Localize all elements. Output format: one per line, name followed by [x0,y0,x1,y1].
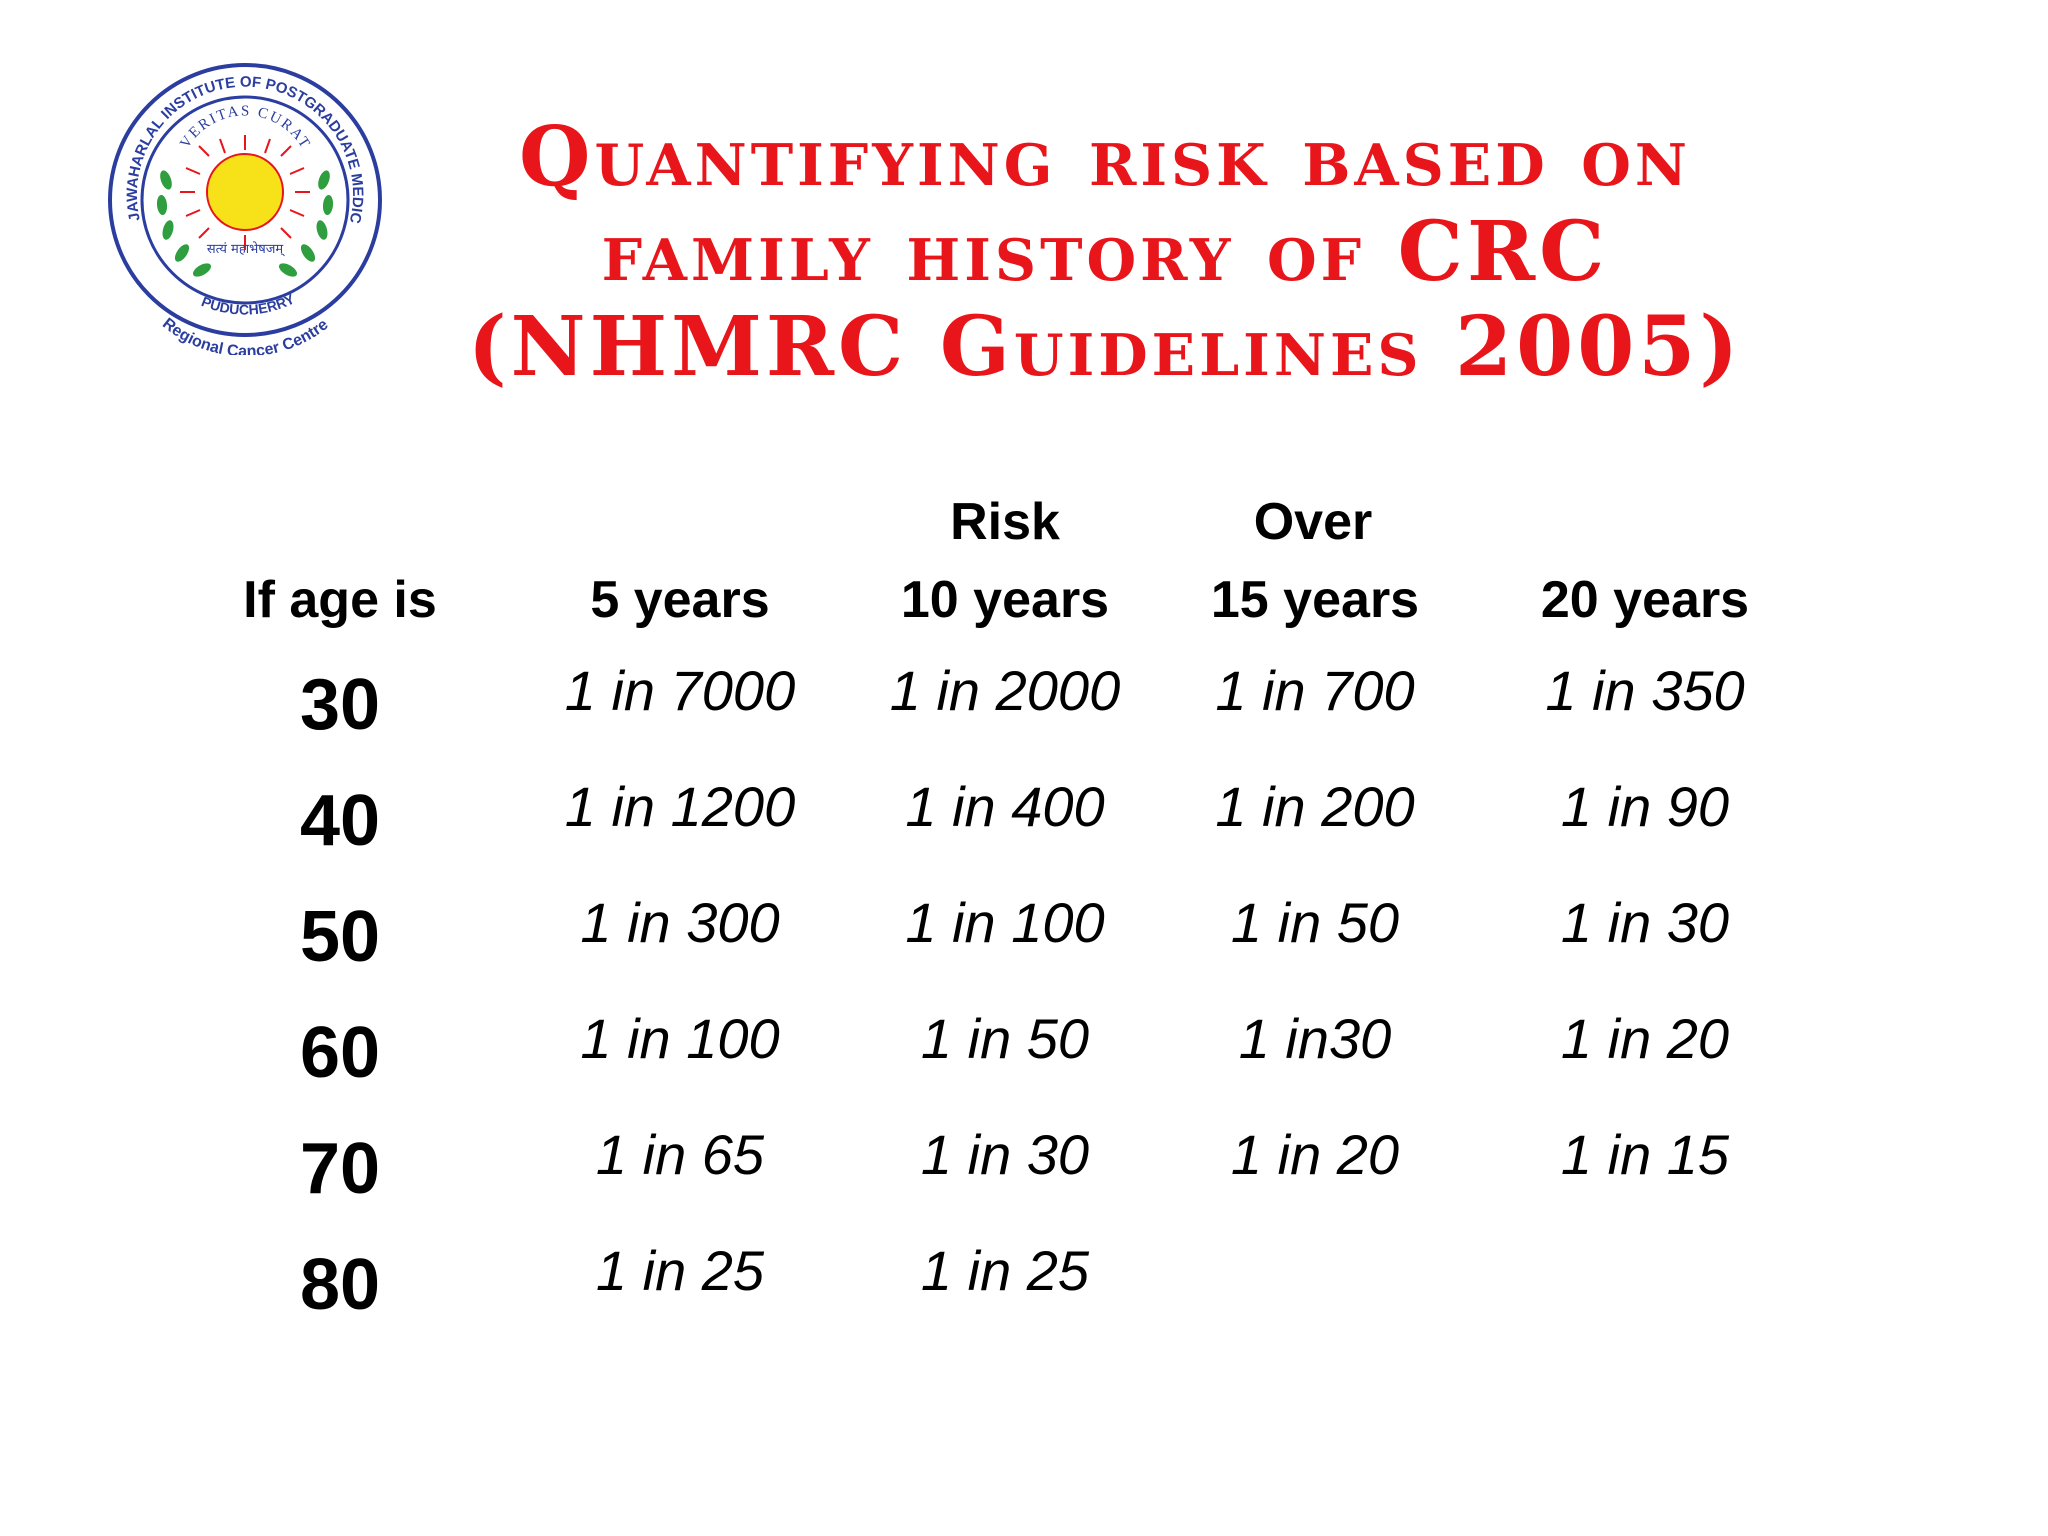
risk-cell: 1 in 15 [1560,1123,1730,1186]
slide-title: Quantifying risk based on family history… [420,110,1790,395]
sun-icon [206,153,284,231]
risk-cell: 1 in30 [1238,1007,1392,1070]
risk-cell: 1 in 400 [905,775,1105,838]
risk-cell: 1 in 20 [1560,1007,1730,1070]
age-cell: 30 [299,665,381,745]
risk-cell: 1 in 100 [905,891,1105,954]
age-cell: 80 [299,1245,381,1325]
col-header-age: If age is [243,571,437,629]
title-line-1: Quantifying risk based on [519,109,1691,205]
logo-hindi-text: सत्यं महाभेषजम् [207,241,285,257]
super-header-risk: Risk [950,493,1060,551]
risk-cell: 1 in 65 [595,1123,765,1186]
col-header-5-years: 5 years [590,571,770,629]
risk-cell: 1 in 1200 [564,775,796,838]
age-cell: 70 [299,1129,381,1209]
risk-cell: 1 in 50 [1230,891,1400,954]
risk-cell: 1 in 350 [1545,659,1745,722]
age-cell: 40 [299,781,381,861]
risk-cell: 1 in 2000 [889,659,1121,722]
risk-cell: 1 in 30 [1560,891,1730,954]
risk-cell: 1 in 300 [580,891,780,954]
risk-cell: 1 in 90 [1560,775,1730,838]
risk-cell: 1 in 25 [595,1239,765,1302]
col-header-15-years: 15 years [1210,571,1420,629]
title-line-2: family history of CRC [601,204,1609,300]
risk-cell: 1 in 30 [920,1123,1090,1186]
age-cell: 50 [299,897,381,977]
risk-cell: 1 in 100 [580,1007,780,1070]
age-cell: 60 [299,1013,381,1093]
col-header-20-years: 20 years [1540,571,1750,629]
col-header-10-years: 10 years [900,571,1110,629]
institute-logo: JAWAHARLAL INSTITUTE OF POSTGRADUATE MED… [100,50,390,355]
risk-cell: 1 in 700 [1215,659,1415,722]
risk-cell: 1 in 20 [1230,1123,1400,1186]
super-header-over: Over [1253,493,1373,551]
risk-cell: 1 in 200 [1215,775,1415,838]
risk-cell: 1 in 50 [920,1007,1090,1070]
risk-cell: 1 in 7000 [564,659,796,722]
title-line-3: (NHMRC Guidelines 2005) [467,299,1743,395]
risk-cell: 1 in 25 [920,1239,1090,1302]
